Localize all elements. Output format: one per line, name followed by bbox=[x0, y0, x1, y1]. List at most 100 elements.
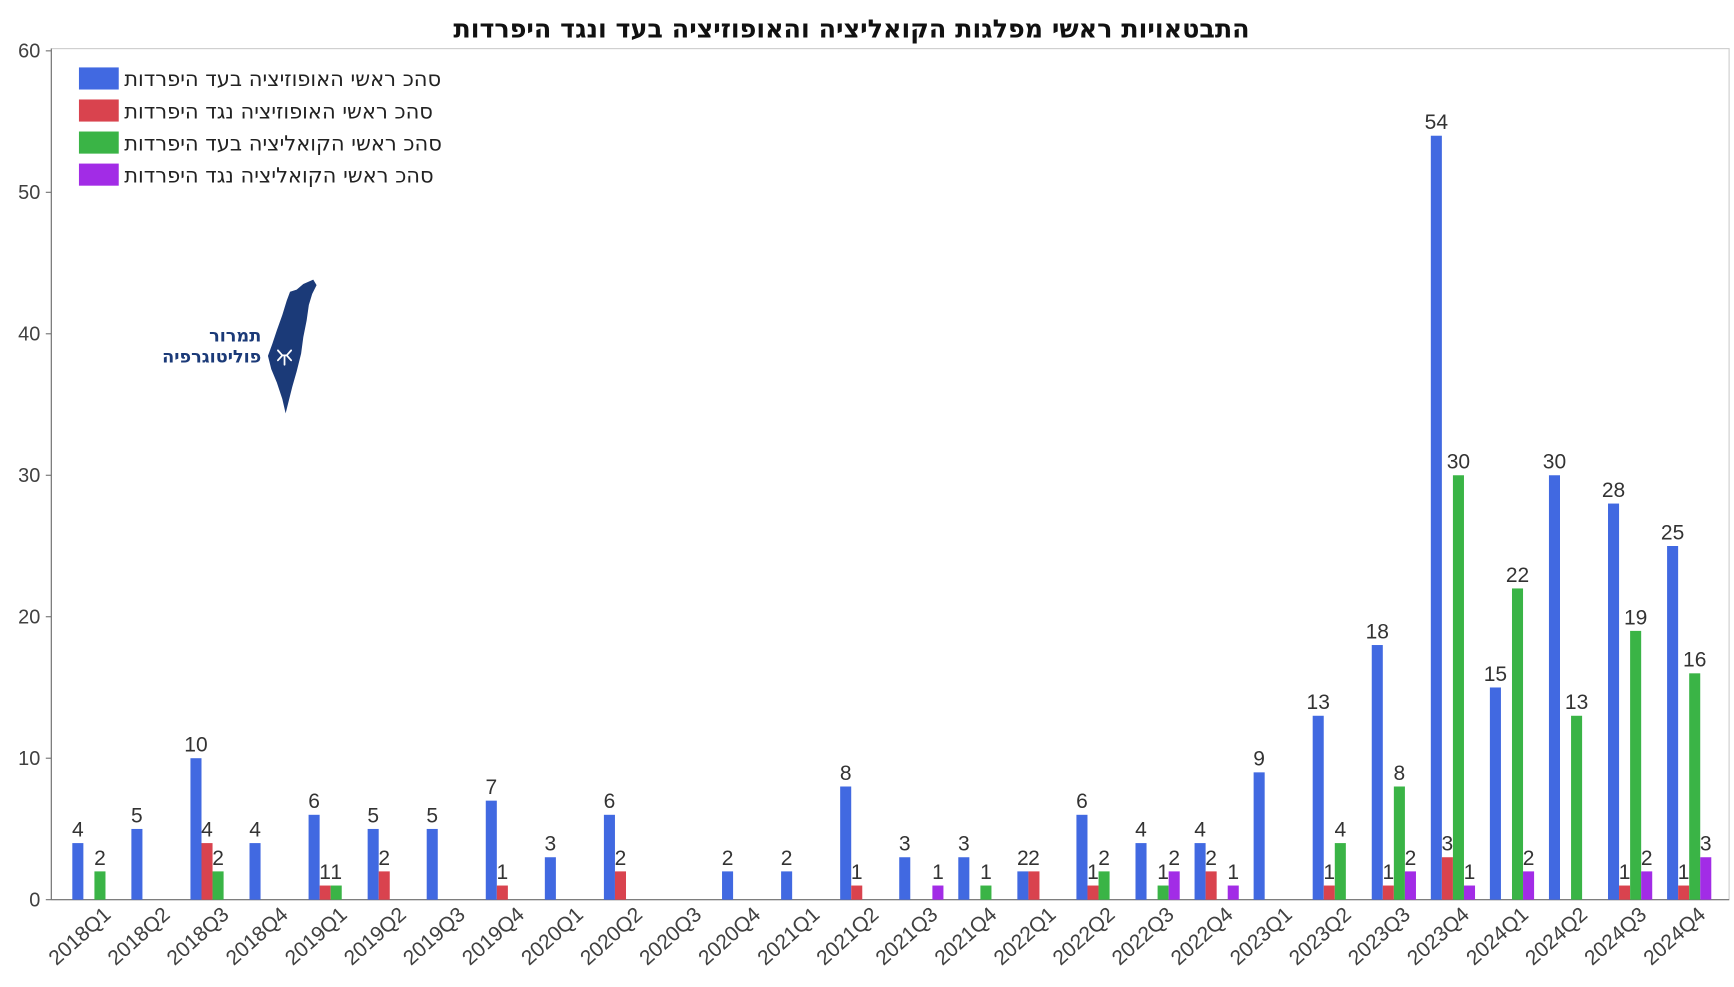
bar-series-4 bbox=[1641, 871, 1653, 900]
data-label: 1 bbox=[1157, 861, 1169, 884]
bar-series-3 bbox=[1511, 588, 1524, 900]
data-label: 13 bbox=[1307, 691, 1330, 714]
data-label: 8 bbox=[1394, 762, 1406, 785]
bar-series-3 bbox=[1393, 786, 1405, 900]
data-label: 4 bbox=[72, 818, 84, 841]
israel-map-icon bbox=[267, 279, 317, 414]
bar-series-1 bbox=[1076, 814, 1088, 900]
y-tick-label: 20 bbox=[18, 606, 40, 628]
legend-swatch bbox=[78, 131, 119, 154]
data-label: 16 bbox=[1683, 649, 1706, 672]
bar-series-1 bbox=[1253, 772, 1265, 900]
data-label: 2 bbox=[722, 847, 734, 870]
bar-series-2 bbox=[1205, 871, 1217, 900]
bar-series-2 bbox=[851, 885, 863, 900]
bar-series-1 bbox=[1667, 546, 1679, 900]
bar-series-3 bbox=[212, 871, 224, 900]
data-label: 3 bbox=[545, 833, 557, 856]
bar-series-1 bbox=[1430, 135, 1442, 900]
data-label: 1 bbox=[1087, 861, 1099, 884]
data-label: 2 bbox=[378, 847, 390, 870]
data-label: 7 bbox=[485, 776, 497, 799]
data-label: 8 bbox=[840, 762, 852, 785]
data-label: 1 bbox=[980, 861, 992, 884]
road-fork-icon bbox=[277, 349, 293, 366]
bar-series-1 bbox=[249, 843, 261, 900]
chart-title: התבטאויות ראשי מפלגות הקואליציה והאופוזי… bbox=[453, 14, 1249, 44]
bar-series-3 bbox=[1630, 630, 1642, 900]
data-label: 1 bbox=[1227, 861, 1239, 884]
data-label: 2 bbox=[94, 847, 106, 870]
data-label: 28 bbox=[1602, 479, 1625, 502]
data-label: 5 bbox=[131, 804, 143, 827]
bar-series-2 bbox=[201, 843, 213, 900]
data-label: 4 bbox=[1334, 818, 1346, 841]
legend-label: סהכ ראשי הקואליציה נגד היפרדות bbox=[124, 163, 433, 187]
data-label: 18 bbox=[1366, 620, 1389, 643]
data-label: 2 bbox=[1028, 847, 1040, 870]
bar-series-4 bbox=[1463, 885, 1476, 900]
bar-series-1 bbox=[131, 828, 143, 900]
legend-swatch bbox=[78, 163, 119, 186]
bar-series-1 bbox=[1312, 715, 1324, 900]
bar-series-1 bbox=[1017, 871, 1029, 900]
bar-series-1 bbox=[781, 871, 793, 900]
bar-series-1 bbox=[899, 857, 911, 900]
logo: תמרור פוליטוגרפיה bbox=[162, 279, 317, 414]
legend-label: סהכ ראשי האופוזיציה בעד היפרדות bbox=[124, 67, 441, 91]
bar-series-2 bbox=[1678, 885, 1690, 900]
data-label: 4 bbox=[249, 818, 261, 841]
data-label: 4 bbox=[1135, 818, 1147, 841]
bar-series-1 bbox=[1489, 687, 1501, 900]
bar-series-1 bbox=[426, 828, 438, 900]
data-label: 4 bbox=[201, 818, 213, 841]
data-label: 30 bbox=[1543, 451, 1566, 474]
bar-series-3 bbox=[1157, 885, 1169, 900]
data-label: 19 bbox=[1624, 606, 1647, 629]
legend-label: סהכ ראשי האופוזיציה נגד היפרדות bbox=[124, 99, 433, 123]
data-label: 22 bbox=[1506, 564, 1529, 587]
bar-series-1 bbox=[1608, 503, 1620, 900]
data-label: 5 bbox=[426, 804, 438, 827]
bar-series-2 bbox=[1382, 885, 1394, 900]
bar-series-4 bbox=[1700, 857, 1712, 900]
data-label: 2 bbox=[1405, 847, 1417, 870]
legend-swatch bbox=[78, 67, 119, 90]
bar-series-1 bbox=[840, 786, 852, 900]
data-label: 6 bbox=[1076, 790, 1088, 813]
bar-series-4 bbox=[932, 885, 944, 900]
y-tick-label: 10 bbox=[18, 748, 40, 770]
data-label: 1 bbox=[1323, 861, 1335, 884]
data-label: 5 bbox=[367, 804, 379, 827]
data-label: 1 bbox=[1382, 861, 1394, 884]
y-tick-label: 40 bbox=[18, 323, 40, 345]
bars bbox=[72, 135, 1712, 900]
data-label: 1 bbox=[330, 861, 342, 884]
bar-series-2 bbox=[1028, 871, 1040, 900]
y-tick-labels: 0 10 20 30 40 50 60 bbox=[18, 40, 52, 911]
bar-series-2 bbox=[1323, 885, 1335, 900]
data-label: 1 bbox=[932, 861, 944, 884]
data-label: 13 bbox=[1565, 691, 1588, 714]
bar-series-1 bbox=[367, 828, 379, 900]
bar-series-4 bbox=[1168, 871, 1180, 900]
bar-series-1 bbox=[1371, 645, 1383, 900]
bar-series-3 bbox=[1452, 475, 1464, 900]
bar-series-2 bbox=[1619, 885, 1631, 900]
bar-series-2 bbox=[1087, 885, 1099, 900]
bar-series-3 bbox=[1334, 843, 1346, 900]
data-label: 9 bbox=[1253, 748, 1265, 771]
data-label: 10 bbox=[184, 734, 207, 757]
y-tick-label: 30 bbox=[18, 465, 40, 487]
bar-series-3 bbox=[1689, 673, 1701, 900]
bar-series-2 bbox=[496, 885, 508, 900]
bar-series-4 bbox=[1523, 871, 1535, 900]
legend-swatch bbox=[78, 99, 119, 122]
data-label: 3 bbox=[1700, 833, 1712, 856]
bar-series-4 bbox=[1227, 885, 1239, 900]
data-label: 1 bbox=[1619, 861, 1631, 884]
data-label: 3 bbox=[1442, 833, 1454, 856]
bar-series-3 bbox=[980, 885, 992, 900]
